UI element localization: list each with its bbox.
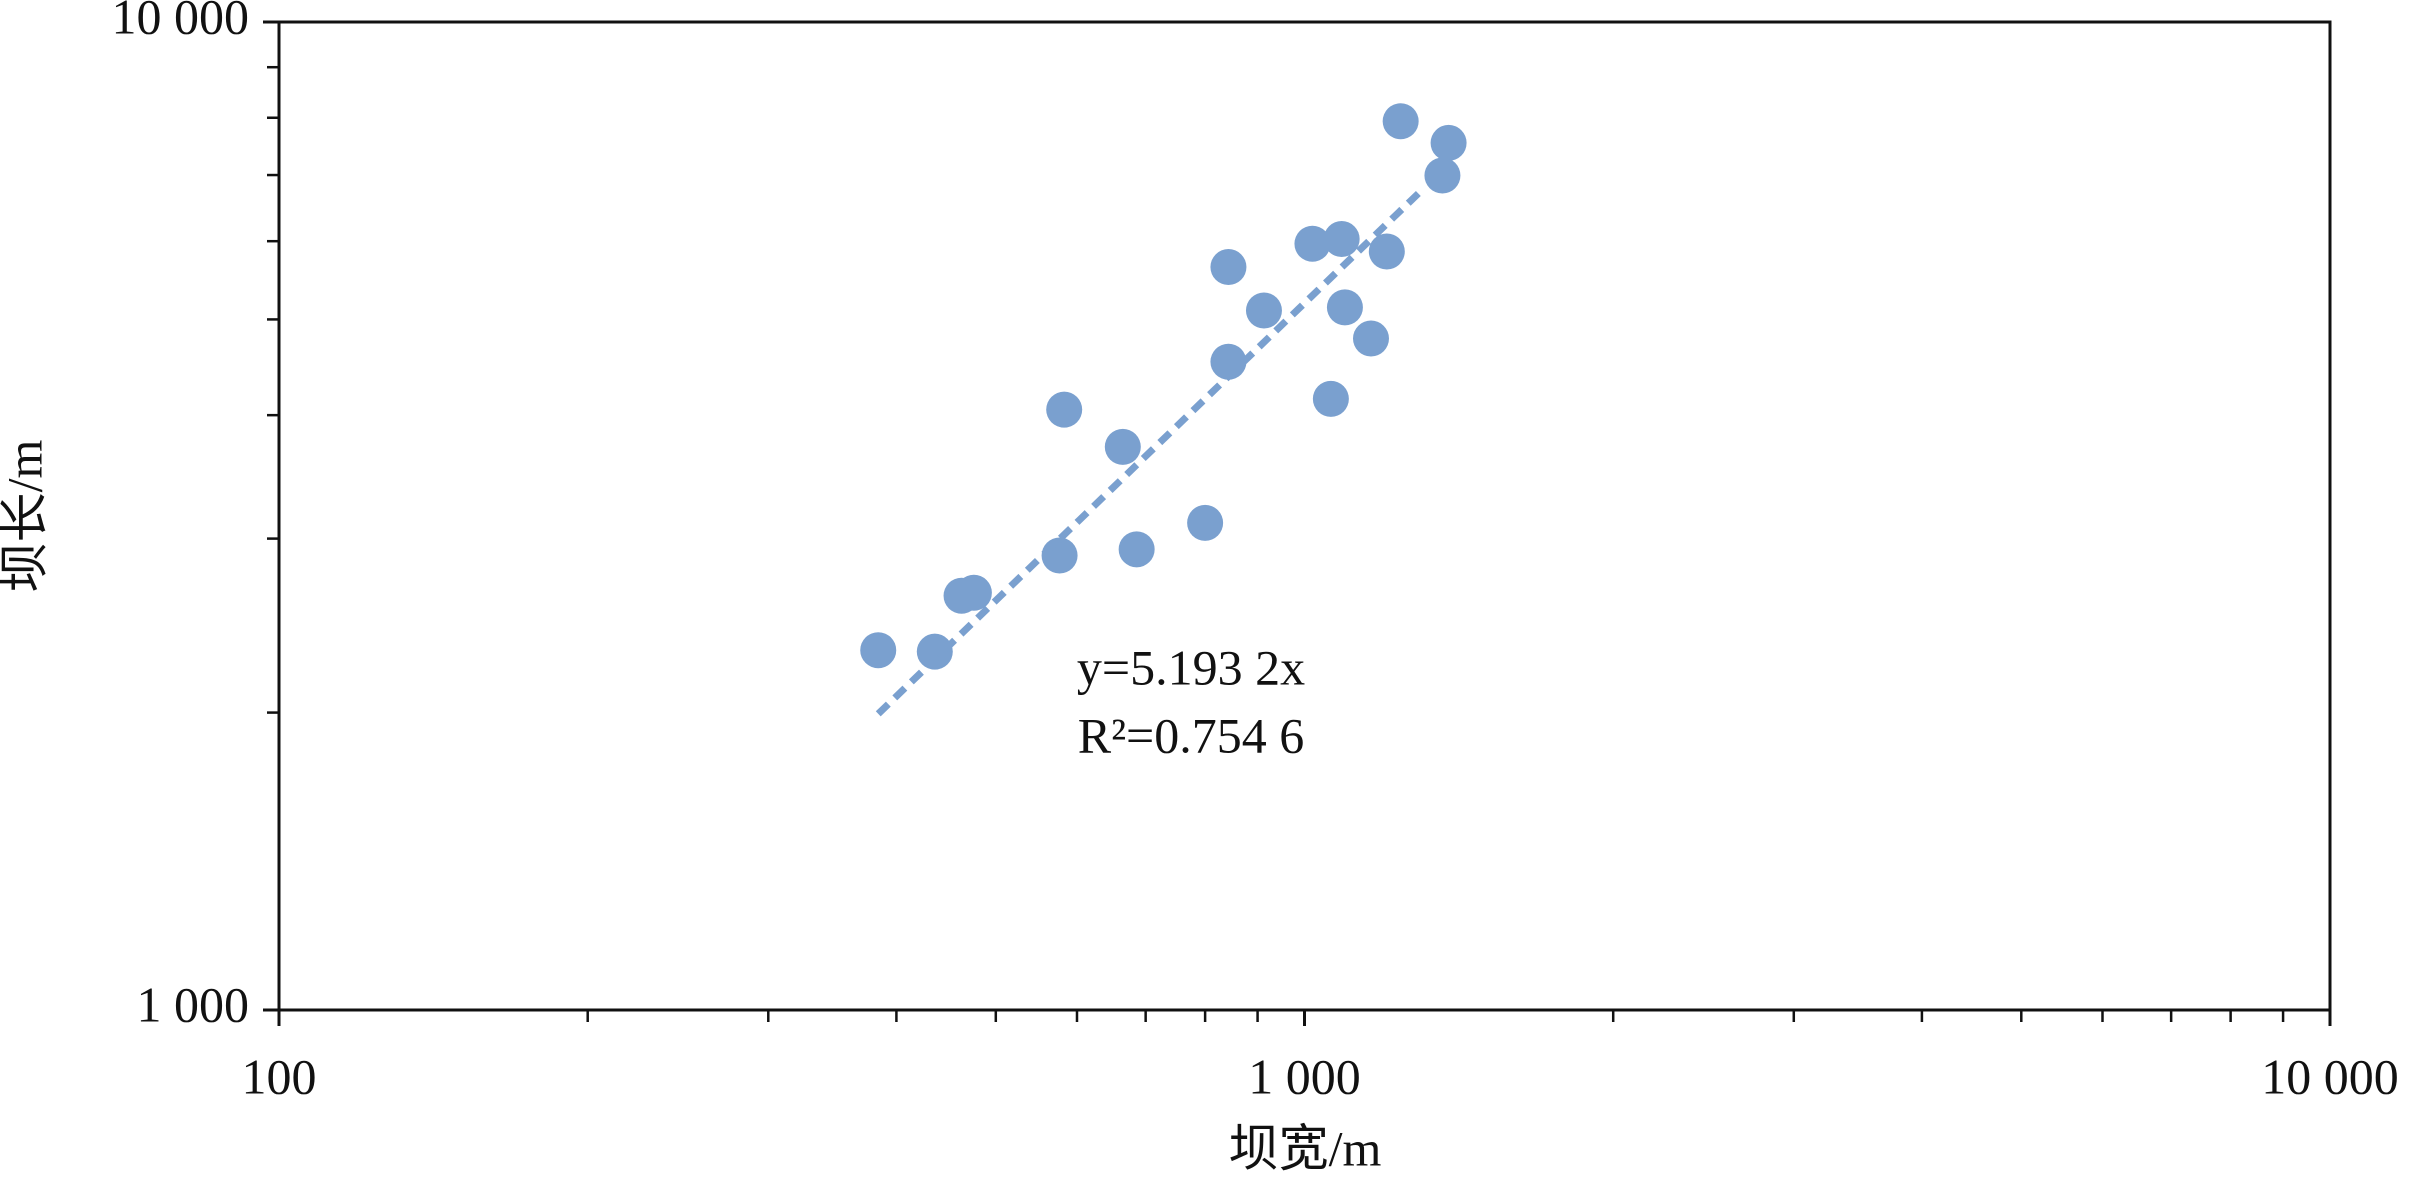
r2-label: R²=0.754 6 bbox=[1078, 707, 1305, 763]
point bbox=[1118, 531, 1155, 568]
plot-frame bbox=[277, 20, 2332, 1012]
point bbox=[1430, 124, 1467, 161]
point bbox=[1245, 292, 1282, 329]
point bbox=[860, 632, 897, 669]
point bbox=[1294, 225, 1331, 262]
point bbox=[1323, 221, 1360, 258]
equation-label: y=5.193 2x bbox=[1077, 639, 1305, 695]
point bbox=[1210, 249, 1247, 286]
point bbox=[1352, 320, 1389, 357]
trendline bbox=[875, 190, 1422, 717]
point bbox=[1312, 380, 1349, 417]
point bbox=[1382, 103, 1419, 140]
y-axis-label: 坝长/m bbox=[0, 440, 52, 593]
point bbox=[955, 574, 992, 611]
point bbox=[1187, 504, 1224, 541]
y-tick-label: 1 000 bbox=[137, 976, 250, 1032]
y-tick-label: 10 000 bbox=[112, 0, 250, 44]
point bbox=[1104, 428, 1141, 465]
point bbox=[1424, 157, 1461, 194]
point bbox=[1046, 391, 1083, 428]
point bbox=[916, 633, 953, 670]
point bbox=[1368, 233, 1405, 270]
x-tick-label: 10 000 bbox=[2261, 1048, 2399, 1104]
point bbox=[1326, 289, 1363, 326]
x-tick-label: 1 000 bbox=[1248, 1048, 1361, 1104]
x-axis-label: 坝宽/m bbox=[1229, 1120, 1382, 1176]
x-tick-label: 100 bbox=[242, 1048, 317, 1104]
